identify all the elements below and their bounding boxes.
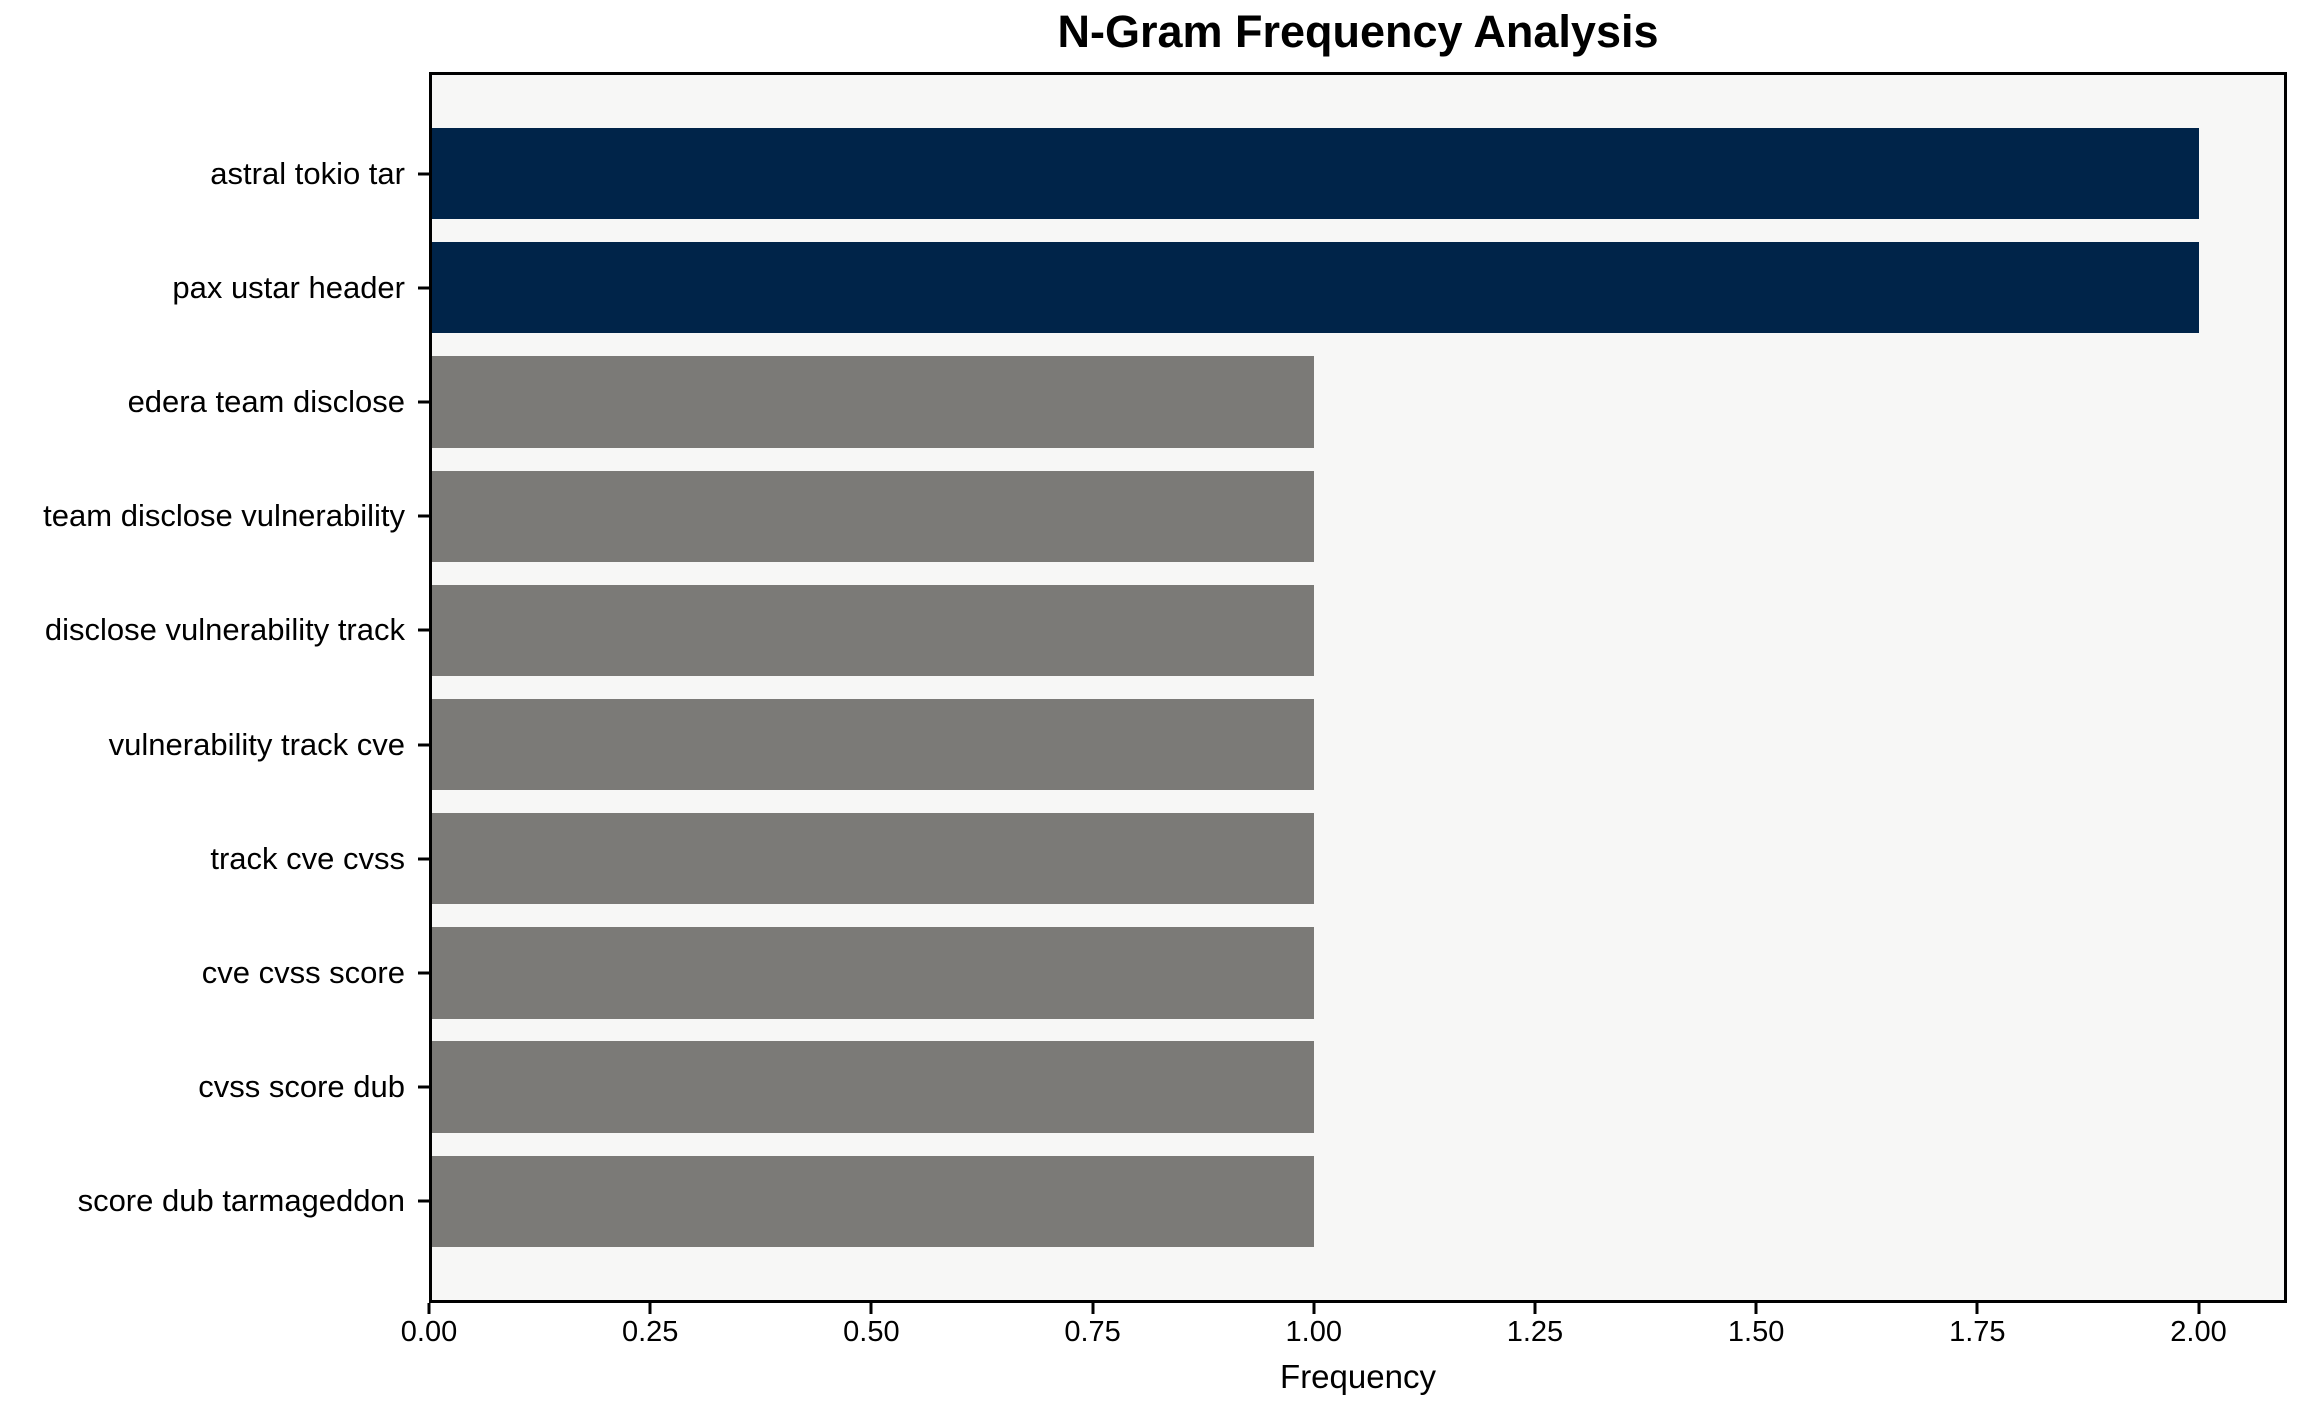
y-tick-mark (418, 172, 429, 176)
x-tick-label-0.50: 0.50 (843, 1316, 900, 1348)
x-tick-label-1.00: 1.00 (1285, 1316, 1342, 1348)
y-tick-mark (418, 400, 429, 404)
bar-vulnerability-track-cve (429, 698, 1314, 791)
x-axis-title: Frequency (1280, 1358, 1436, 1395)
x-tick-label-0.75: 0.75 (1064, 1316, 1121, 1348)
chart-title: N-Gram Frequency Analysis (1057, 6, 1659, 57)
y-tick-label-pax-ustar-header: pax ustar header (172, 269, 405, 305)
y-tick-mark (418, 971, 429, 975)
y-tick-mark (418, 857, 429, 861)
x-tick-label-1.25: 1.25 (1506, 1316, 1564, 1348)
y-tick-mark (418, 514, 429, 518)
x-tick-label-1.75: 1.75 (1949, 1316, 2006, 1348)
x-tick-mark (648, 1303, 652, 1314)
bar-cvss-score-dub (429, 1041, 1314, 1133)
y-tick-mark (418, 286, 429, 290)
x-tick-mark (869, 1303, 873, 1314)
bar-score-dub-tarmageddon (429, 1155, 1314, 1248)
bar-edera-team-disclose (429, 356, 1314, 448)
x-tick-mark (2197, 1303, 2201, 1314)
x-tick-mark (1533, 1303, 1537, 1314)
bar-track-cve-cvss (429, 813, 1314, 905)
bar-astral-tokio-tar (429, 127, 2199, 220)
y-tick-label-track-cve-cvss: track cve cvss (210, 840, 405, 876)
y-tick-label-team-disclose-vulnerability: team disclose vulnerability (43, 498, 405, 534)
y-tick-label-cvss-score-dub: cvss score dub (198, 1069, 405, 1105)
bar-cve-cvss-score (429, 927, 1314, 1019)
y-tick-label-edera-team-disclose: edera team disclose (127, 384, 405, 420)
y-tick-label-score-dub-tarmageddon: score dub tarmageddon (77, 1183, 405, 1219)
x-tick-mark (1091, 1303, 1095, 1314)
bar-team-disclose-vulnerability (429, 470, 1314, 562)
y-tick-label-cve-cvss-score: cve cvss score (201, 954, 405, 990)
y-tick-label-astral-tokio-tar: astral tokio tar (210, 155, 405, 191)
y-tick-label-disclose-vulnerability-track: disclose vulnerability track (44, 612, 405, 648)
x-tick-mark (1312, 1303, 1316, 1314)
bar-disclose-vulnerability-track (429, 584, 1314, 677)
x-tick-mark (1754, 1303, 1758, 1314)
bar-pax-ustar-header (429, 242, 2199, 334)
x-tick-mark (1975, 1303, 1979, 1314)
x-tick-label-0.00: 0.00 (400, 1316, 458, 1348)
y-tick-mark (418, 1085, 429, 1089)
y-tick-mark (418, 628, 429, 632)
x-tick-label-1.50: 1.50 (1727, 1316, 1785, 1348)
x-tick-mark (427, 1303, 431, 1314)
y-tick-mark (418, 1199, 429, 1203)
x-tick-label-2.00: 2.00 (2170, 1316, 2227, 1348)
y-tick-mark (418, 743, 429, 747)
y-tick-label-vulnerability-track-cve: vulnerability track cve (108, 726, 405, 762)
x-tick-label-0.25: 0.25 (621, 1316, 679, 1348)
